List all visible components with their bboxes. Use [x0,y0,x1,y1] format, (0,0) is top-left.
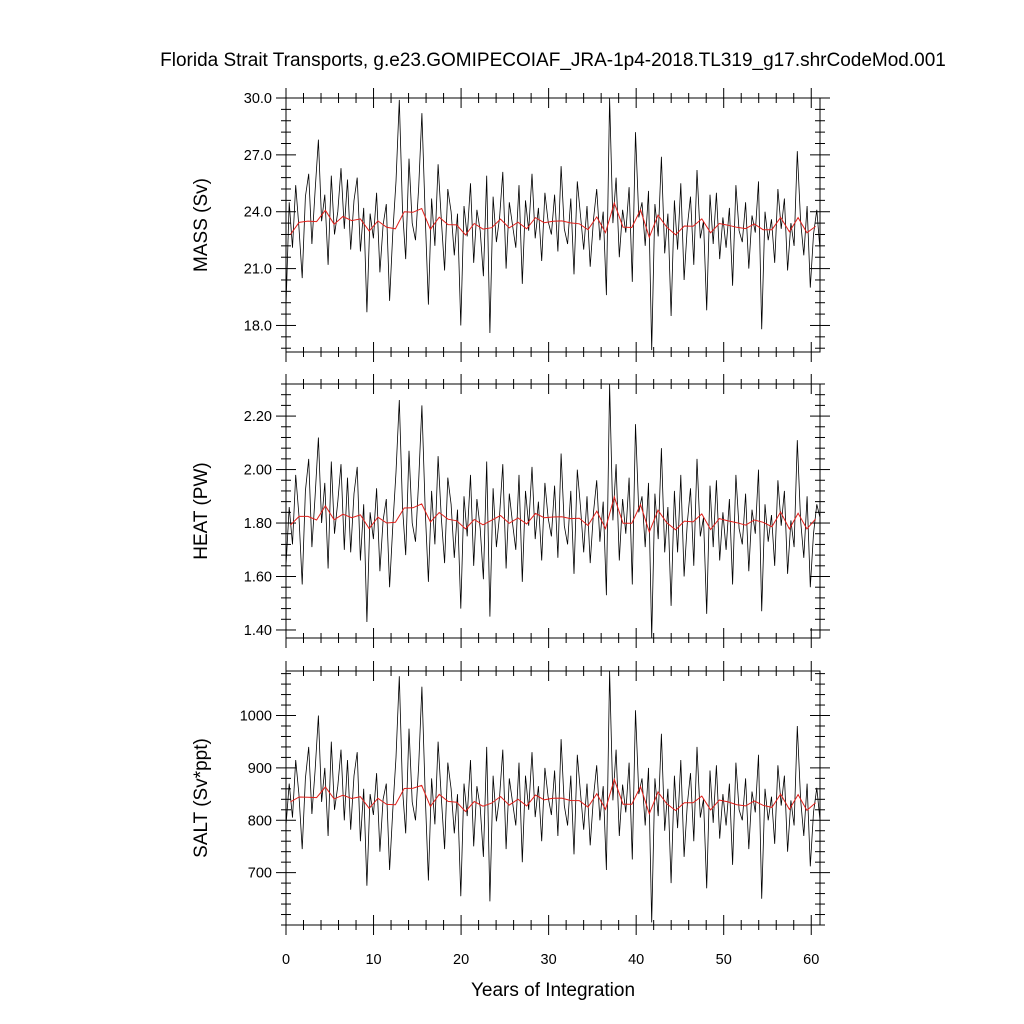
heat-ticks [276,374,830,648]
mass-y-tick-label: 21.0 [244,262,272,278]
mass-tick-labels: 18.0 21.0 24.0 27.0 30.0 [244,91,272,334]
heat-y-tick-label: 1.40 [244,623,272,639]
heat-y-tick-label: 1.80 [244,516,272,532]
mass-y-tick-label: 27.0 [244,148,272,164]
salt-y-tick-label: 700 [248,866,272,882]
mass-annual-mean-series [289,201,816,239]
salt-plot-frame [285,670,821,926]
heat-tick-labels: 1.40 1.60 1.80 2.00 2.20 [244,409,272,639]
salt-y-tick-label: 900 [248,761,272,777]
mass-y-axis-label: MASS (Sv) [191,178,212,272]
x-axis-label: Years of Integration [471,980,635,1001]
heat-y-tick-label: 1.60 [244,570,272,586]
salt-tick-labels: 700 800 900 1000 [240,709,272,882]
heat-annual-mean-series [290,495,816,534]
x-tick-label: 60 [803,952,819,968]
heat-y-tick-label: 2.00 [244,463,272,479]
salt-annual-mean-series [290,777,816,816]
salt-y-tick-label: 800 [248,813,272,829]
mass-monthly-series [285,97,821,351]
mass-panel: MASS (Sv) 18.0 21.0 24.0 27.0 30.0 [191,88,830,362]
x-tick-label: 10 [365,952,381,968]
heat-panel: HEAT (PW) 1.40 1.60 1.80 2.00 2.20 [191,374,830,648]
salt-panel: SALT (Sv*ppt) 700 800 900 1000 [191,661,830,935]
x-tick-labels: 0 10 20 30 40 50 60 [282,952,819,968]
heat-y-axis-label: HEAT (PW) [191,462,212,559]
mass-y-tick-label: 18.0 [244,318,272,334]
mass-plot-frame [285,97,821,353]
salt-ticks [276,661,830,935]
salt-y-axis-label: SALT (Sv*ppt) [191,738,212,858]
mass-y-tick-label: 24.0 [244,205,272,221]
mass-y-tick-label: 30.0 [244,91,272,107]
heat-plot-frame [285,383,821,639]
heat-monthly-series [285,383,821,639]
salt-monthly-series [285,670,821,923]
x-tick-label: 40 [628,952,644,968]
x-tick-label: 0 [282,952,290,968]
heat-y-tick-label: 2.20 [244,409,272,425]
chart-title: Florida Strait Transports, g.e23.GOMIPEC… [160,50,946,71]
salt-y-tick-label: 1000 [240,709,272,725]
x-tick-label: 50 [716,952,732,968]
x-tick-label: 20 [453,952,469,968]
x-tick-label: 30 [541,952,557,968]
mass-ticks [276,88,830,362]
